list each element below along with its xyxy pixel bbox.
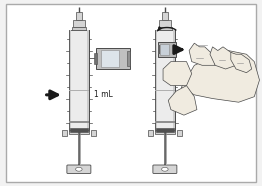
Bar [94,53,97,64]
Bar [155,121,175,124]
Polygon shape [231,52,252,73]
Bar [69,30,89,131]
Bar [69,130,89,134]
Bar [73,20,85,28]
Polygon shape [181,51,259,102]
Bar [148,130,153,136]
FancyBboxPatch shape [153,165,177,174]
Bar [155,90,175,91]
Bar [157,27,172,30]
Bar [173,30,175,131]
Bar [91,130,96,136]
Text: 1 mL: 1 mL [94,90,113,99]
Bar [70,129,88,132]
Bar [159,20,171,28]
Bar [156,129,174,132]
Polygon shape [168,86,197,115]
Bar [101,50,119,67]
Bar [158,45,160,54]
Bar [69,30,71,131]
Bar [155,130,175,134]
Bar [162,12,168,20]
Polygon shape [163,62,192,86]
Bar [96,48,130,69]
Polygon shape [210,47,236,69]
Bar [158,42,176,57]
Bar [155,30,157,131]
Polygon shape [189,43,215,65]
Bar [72,27,86,30]
Ellipse shape [76,167,82,171]
Bar [155,30,175,131]
Bar [69,90,89,91]
Bar [69,121,89,124]
Bar [76,12,82,20]
Ellipse shape [162,167,168,171]
Bar [62,130,67,136]
Bar [177,130,182,136]
Bar [87,30,89,131]
Bar [127,51,130,66]
Bar [160,44,169,55]
FancyBboxPatch shape [67,165,91,174]
